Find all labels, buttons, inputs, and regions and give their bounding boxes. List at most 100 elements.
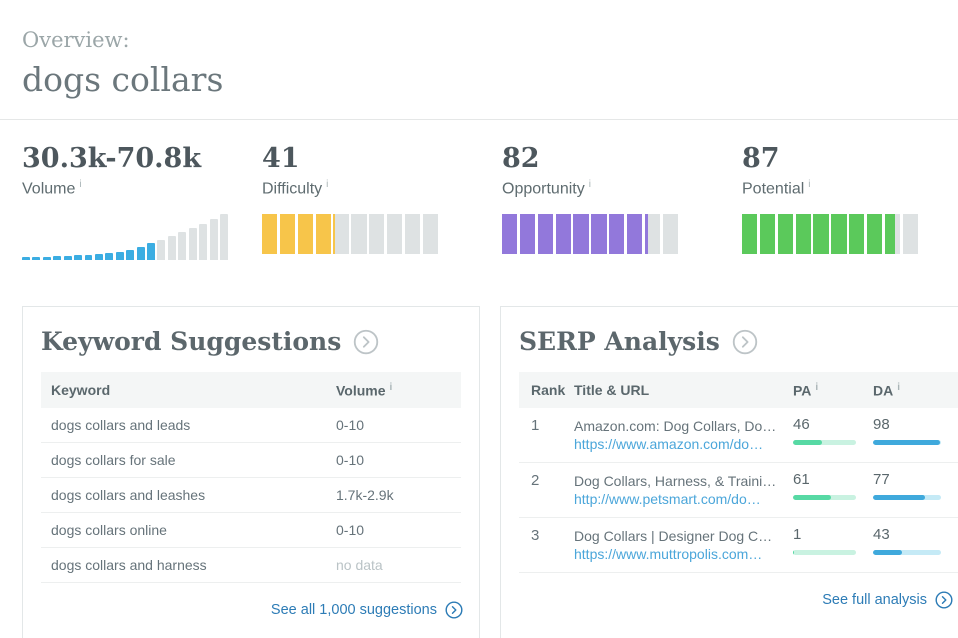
table-row[interactable]: dogs collars and leashes 1.7k-2.9k bbox=[41, 478, 461, 514]
da-column-header: DA i bbox=[873, 381, 901, 399]
table-row[interactable]: dogs collars for sale 0-10 bbox=[41, 443, 461, 479]
volume-bar bbox=[74, 255, 83, 261]
gauge-segment bbox=[777, 214, 794, 255]
pa-column-header: PA i bbox=[793, 381, 819, 399]
volume-histogram bbox=[22, 214, 228, 261]
keyword-table-body: dogs collars and leads 0-10 dogs collars… bbox=[41, 408, 461, 584]
gauge-segment bbox=[386, 214, 403, 255]
result-cell: Amazon.com: Dog Collars, Do… https://www… bbox=[574, 417, 793, 462]
keyword-cell: dogs collars for sale bbox=[51, 452, 176, 469]
gauge-segment bbox=[902, 214, 918, 255]
info-icon[interactable]: i bbox=[897, 381, 901, 393]
chevron-right-circle-icon[interactable] bbox=[732, 329, 758, 355]
volume-bar bbox=[22, 257, 30, 261]
metric-volume: 30.3k-70.8k Volume i bbox=[22, 144, 262, 261]
difficulty-gauge bbox=[262, 214, 438, 255]
gauge-segment bbox=[795, 214, 811, 255]
volume-bar bbox=[167, 236, 176, 261]
gauge-segment bbox=[866, 214, 883, 255]
gauge-segment bbox=[591, 214, 607, 255]
da-cell: 43 bbox=[873, 527, 958, 572]
gauge-segment bbox=[262, 214, 278, 255]
table-row[interactable]: dogs collars and harness no data bbox=[41, 548, 461, 584]
pa-cell: 1 bbox=[793, 527, 873, 572]
gauge-segment bbox=[279, 214, 296, 255]
gauge-segment bbox=[849, 214, 865, 255]
see-full-analysis-link[interactable]: See full analysis bbox=[822, 592, 927, 609]
gauge-segment bbox=[662, 214, 678, 255]
gauge-segment bbox=[404, 214, 421, 255]
result-url-link[interactable]: https://www.muttropolis.com… bbox=[574, 546, 763, 563]
volume-bar bbox=[84, 255, 93, 261]
result-url-link[interactable]: https://www.amazon.com/do… bbox=[574, 436, 764, 453]
serp-row: 2 Dog Collars, Harness, & Traini… http:/… bbox=[519, 463, 958, 519]
serp-analysis-footer: See full analysis bbox=[501, 573, 958, 609]
potential-label: Potential i bbox=[742, 178, 811, 198]
volume-bar bbox=[32, 257, 41, 261]
overview-label: Overview: bbox=[22, 28, 130, 52]
pa-score-bar bbox=[793, 495, 856, 501]
chevron-right-circle-icon[interactable] bbox=[353, 329, 379, 355]
volume-cell: 0-10 bbox=[336, 522, 365, 539]
info-icon[interactable]: i bbox=[815, 381, 819, 393]
pa-score-bar bbox=[793, 550, 856, 556]
page-header: Overview: dogs collars bbox=[0, 0, 958, 99]
keyword-suggestions-title: Keyword Suggestions bbox=[41, 327, 342, 357]
title-url-column-header: Title & URL bbox=[574, 382, 650, 399]
volume-cell: no data bbox=[336, 557, 383, 574]
info-icon[interactable]: i bbox=[79, 178, 82, 190]
da-cell: 77 bbox=[873, 472, 958, 517]
gauge-segment bbox=[813, 214, 829, 255]
pa-score-bar bbox=[793, 440, 856, 446]
pa-score-fill bbox=[793, 440, 822, 446]
potential-gauge bbox=[742, 214, 918, 255]
pa-score: 61 bbox=[793, 471, 810, 489]
keyword-suggestions-card: Keyword Suggestions Keyword Volume i dogs… bbox=[22, 306, 480, 638]
gauge-segment bbox=[644, 214, 661, 255]
result-title[interactable]: Dog Collars, Harness, & Traini… bbox=[574, 473, 777, 490]
serp-row: 3 Dog Collars | Designer Dog C… https://… bbox=[519, 518, 958, 574]
volume-bar bbox=[136, 247, 145, 261]
pa-cell: 46 bbox=[793, 417, 873, 462]
gauge-segment bbox=[422, 214, 438, 255]
result-title[interactable]: Amazon.com: Dog Collars, Do… bbox=[574, 418, 777, 435]
info-icon[interactable]: i bbox=[326, 178, 329, 190]
keyword-column-header: Keyword bbox=[51, 382, 111, 399]
table-row[interactable]: dogs collars and leads 0-10 bbox=[41, 408, 461, 444]
gauge-segment bbox=[333, 214, 349, 255]
rank-cell: 1 bbox=[531, 417, 540, 435]
rank-cell: 2 bbox=[531, 472, 540, 490]
chevron-right-circle-icon[interactable] bbox=[445, 601, 463, 619]
gauge-segment bbox=[884, 214, 901, 255]
gauge-segment bbox=[519, 214, 536, 255]
serp-analysis-header: SERP Analysis bbox=[501, 307, 958, 372]
info-icon[interactable]: i bbox=[389, 381, 393, 393]
metric-opportunity: 82 Opportunity i bbox=[502, 144, 742, 260]
table-row[interactable]: dogs collars online 0-10 bbox=[41, 513, 461, 549]
chevron-right-circle-icon[interactable] bbox=[935, 591, 953, 609]
result-title[interactable]: Dog Collars | Designer Dog C… bbox=[574, 528, 773, 545]
info-icon[interactable]: i bbox=[588, 178, 591, 190]
see-all-suggestions-link[interactable]: See all 1,000 suggestions bbox=[270, 602, 437, 619]
volume-bar bbox=[42, 257, 51, 261]
opportunity-gauge bbox=[502, 214, 678, 255]
volume-bar bbox=[178, 232, 187, 261]
da-score-bar bbox=[873, 495, 941, 501]
volume-bar bbox=[94, 254, 103, 261]
volume-bar bbox=[53, 256, 62, 261]
pa-score-fill bbox=[793, 550, 794, 556]
result-url-link[interactable]: http://www.petsmart.com/do… bbox=[574, 491, 761, 508]
keyword-cell: dogs collars online bbox=[51, 522, 167, 539]
gauge-segment bbox=[351, 214, 367, 255]
serp-table-header: Rank Title & URL PA i DA i bbox=[519, 372, 958, 409]
gauge-segment bbox=[555, 214, 571, 255]
gauge-segment bbox=[573, 214, 589, 255]
da-score: 43 bbox=[873, 526, 890, 544]
info-icon[interactable]: i bbox=[808, 178, 811, 190]
serp-table-body: 1 Amazon.com: Dog Collars, Do… https://w… bbox=[519, 408, 958, 574]
serp-analysis-card: SERP Analysis Rank Title & URL PA i DA i 1… bbox=[500, 306, 958, 638]
potential-value: 87 bbox=[742, 143, 780, 174]
volume-cell: 1.7k-2.9k bbox=[336, 487, 394, 504]
pa-score: 46 bbox=[793, 416, 810, 434]
header-divider bbox=[0, 119, 958, 120]
